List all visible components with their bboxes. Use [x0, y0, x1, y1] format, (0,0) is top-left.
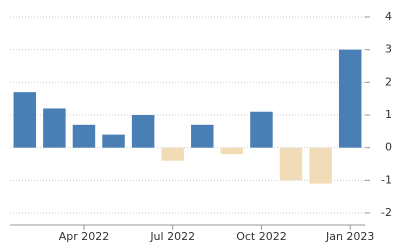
y-tick-label: -2 [381, 206, 392, 219]
y-tick-label: 4 [385, 10, 392, 23]
bar [13, 92, 37, 148]
bar [43, 108, 66, 148]
x-tick-label: Jul 2022 [149, 230, 195, 243]
y-tick-label: 3 [385, 43, 392, 56]
bar [250, 111, 273, 148]
x-tick-label: Oct 2022 [236, 230, 287, 243]
y-tick-label: 2 [385, 75, 392, 88]
bar [161, 147, 184, 161]
y-tick-label: 1 [385, 108, 392, 121]
bar [309, 147, 332, 184]
bar [72, 124, 96, 148]
bar [131, 115, 155, 148]
x-tick-label: Apr 2022 [59, 230, 110, 243]
bar [338, 49, 362, 148]
y-tick-label: -1 [381, 173, 392, 186]
bar [102, 134, 125, 148]
x-tick-label: Jan 2023 [325, 230, 374, 243]
bar [279, 147, 303, 181]
y-tick-label: 0 [385, 141, 392, 154]
bar [220, 147, 244, 155]
bar [191, 124, 214, 148]
